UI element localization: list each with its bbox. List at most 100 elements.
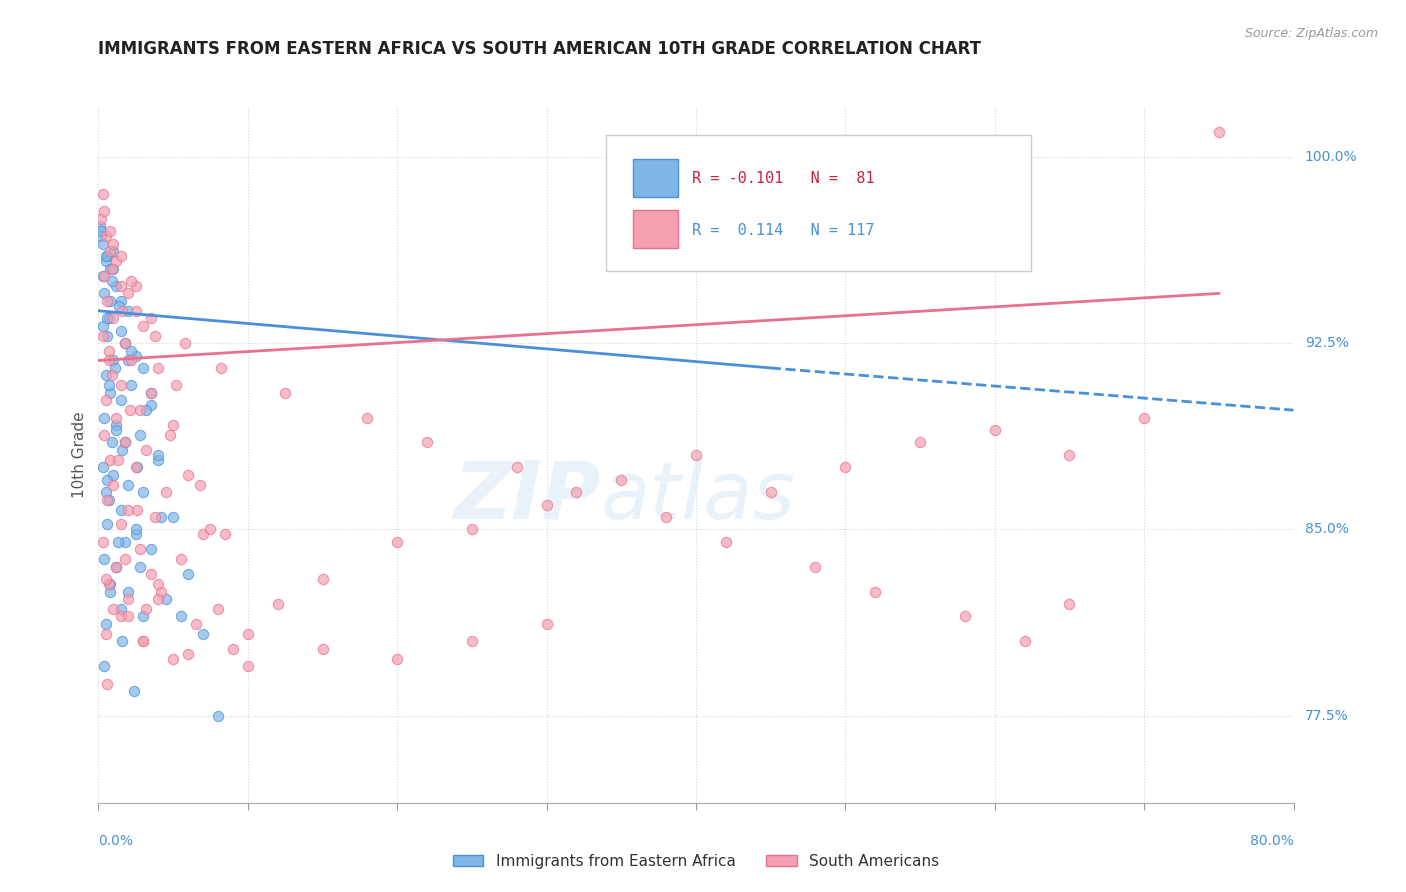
Point <box>169 552 191 566</box>
Point <box>105 418 128 433</box>
Point <box>129 542 152 557</box>
Point <box>610 473 633 487</box>
Point <box>93 410 115 425</box>
Point <box>139 385 162 400</box>
Point <box>148 592 170 607</box>
Point <box>103 467 125 482</box>
Point <box>108 299 131 313</box>
Point <box>506 460 529 475</box>
Point <box>236 659 259 673</box>
Text: 100.0%: 100.0% <box>1305 150 1357 164</box>
Point <box>91 535 114 549</box>
Point <box>177 567 200 582</box>
Point <box>93 204 115 219</box>
Point <box>143 328 166 343</box>
Point <box>91 460 114 475</box>
Point <box>94 572 117 586</box>
Point <box>93 268 115 283</box>
FancyBboxPatch shape <box>633 159 678 197</box>
Point <box>222 641 245 656</box>
Point <box>125 523 148 537</box>
Point <box>118 403 141 417</box>
Text: 80.0%: 80.0% <box>1250 834 1294 848</box>
Point <box>98 385 122 400</box>
Point <box>124 684 146 698</box>
Point <box>135 602 157 616</box>
Point <box>94 616 117 631</box>
Point <box>94 254 117 268</box>
Text: 77.5%: 77.5% <box>1305 709 1348 723</box>
Point <box>162 418 184 433</box>
Point <box>110 249 132 263</box>
Point <box>200 523 222 537</box>
Point <box>101 435 124 450</box>
Point <box>117 609 139 624</box>
Point <box>110 293 132 308</box>
Point <box>129 428 152 442</box>
Point <box>103 477 125 491</box>
Text: IMMIGRANTS FROM EASTERN AFRICA VS SOUTH AMERICAN 10TH GRADE CORRELATION CHART: IMMIGRANTS FROM EASTERN AFRICA VS SOUTH … <box>98 40 981 58</box>
Text: 0.0%: 0.0% <box>98 834 134 848</box>
Point <box>110 378 132 392</box>
Point <box>93 428 115 442</box>
Point <box>110 393 132 408</box>
Point <box>1014 634 1036 648</box>
Point <box>103 602 125 616</box>
Point <box>94 485 117 500</box>
Point <box>110 279 132 293</box>
Point <box>120 378 142 392</box>
Point <box>114 552 136 566</box>
Point <box>117 303 139 318</box>
Point <box>94 229 117 244</box>
Point <box>94 393 117 408</box>
Point <box>104 361 127 376</box>
Point <box>91 318 114 333</box>
Point <box>150 510 173 524</box>
Point <box>96 328 118 343</box>
Point <box>685 448 707 462</box>
Point <box>1133 410 1156 425</box>
Point <box>97 577 120 591</box>
Point <box>96 492 118 507</box>
Point <box>125 527 148 541</box>
Point <box>1059 448 1081 462</box>
Point <box>117 592 139 607</box>
Point <box>117 353 139 368</box>
Point <box>101 368 124 383</box>
Point <box>274 385 297 400</box>
Point <box>177 467 200 482</box>
Point <box>159 428 181 442</box>
Point <box>214 527 236 541</box>
Point <box>97 353 120 368</box>
Point <box>103 311 125 326</box>
Point <box>93 552 115 566</box>
Text: R =  0.114   N = 117: R = 0.114 N = 117 <box>692 223 875 237</box>
Point <box>356 410 378 425</box>
Point <box>110 602 132 616</box>
Point <box>191 627 214 641</box>
Point <box>165 378 187 392</box>
Point <box>125 349 148 363</box>
Point <box>139 398 162 412</box>
Point <box>105 423 128 437</box>
Point <box>125 460 148 475</box>
Point <box>125 279 148 293</box>
Point <box>117 477 139 491</box>
Point <box>536 498 558 512</box>
Point <box>132 361 155 376</box>
Point <box>96 517 118 532</box>
Point <box>96 473 118 487</box>
Point <box>139 385 162 400</box>
Point <box>207 709 229 723</box>
Point <box>105 279 128 293</box>
Point <box>714 535 737 549</box>
Point <box>908 435 931 450</box>
FancyBboxPatch shape <box>633 210 678 248</box>
Point <box>94 249 117 263</box>
Point <box>174 336 197 351</box>
Point <box>110 609 132 624</box>
Point <box>132 634 155 648</box>
Point <box>1208 125 1230 139</box>
Point <box>91 268 114 283</box>
Legend: Immigrants from Eastern Africa, South Americans: Immigrants from Eastern Africa, South Am… <box>447 848 945 875</box>
